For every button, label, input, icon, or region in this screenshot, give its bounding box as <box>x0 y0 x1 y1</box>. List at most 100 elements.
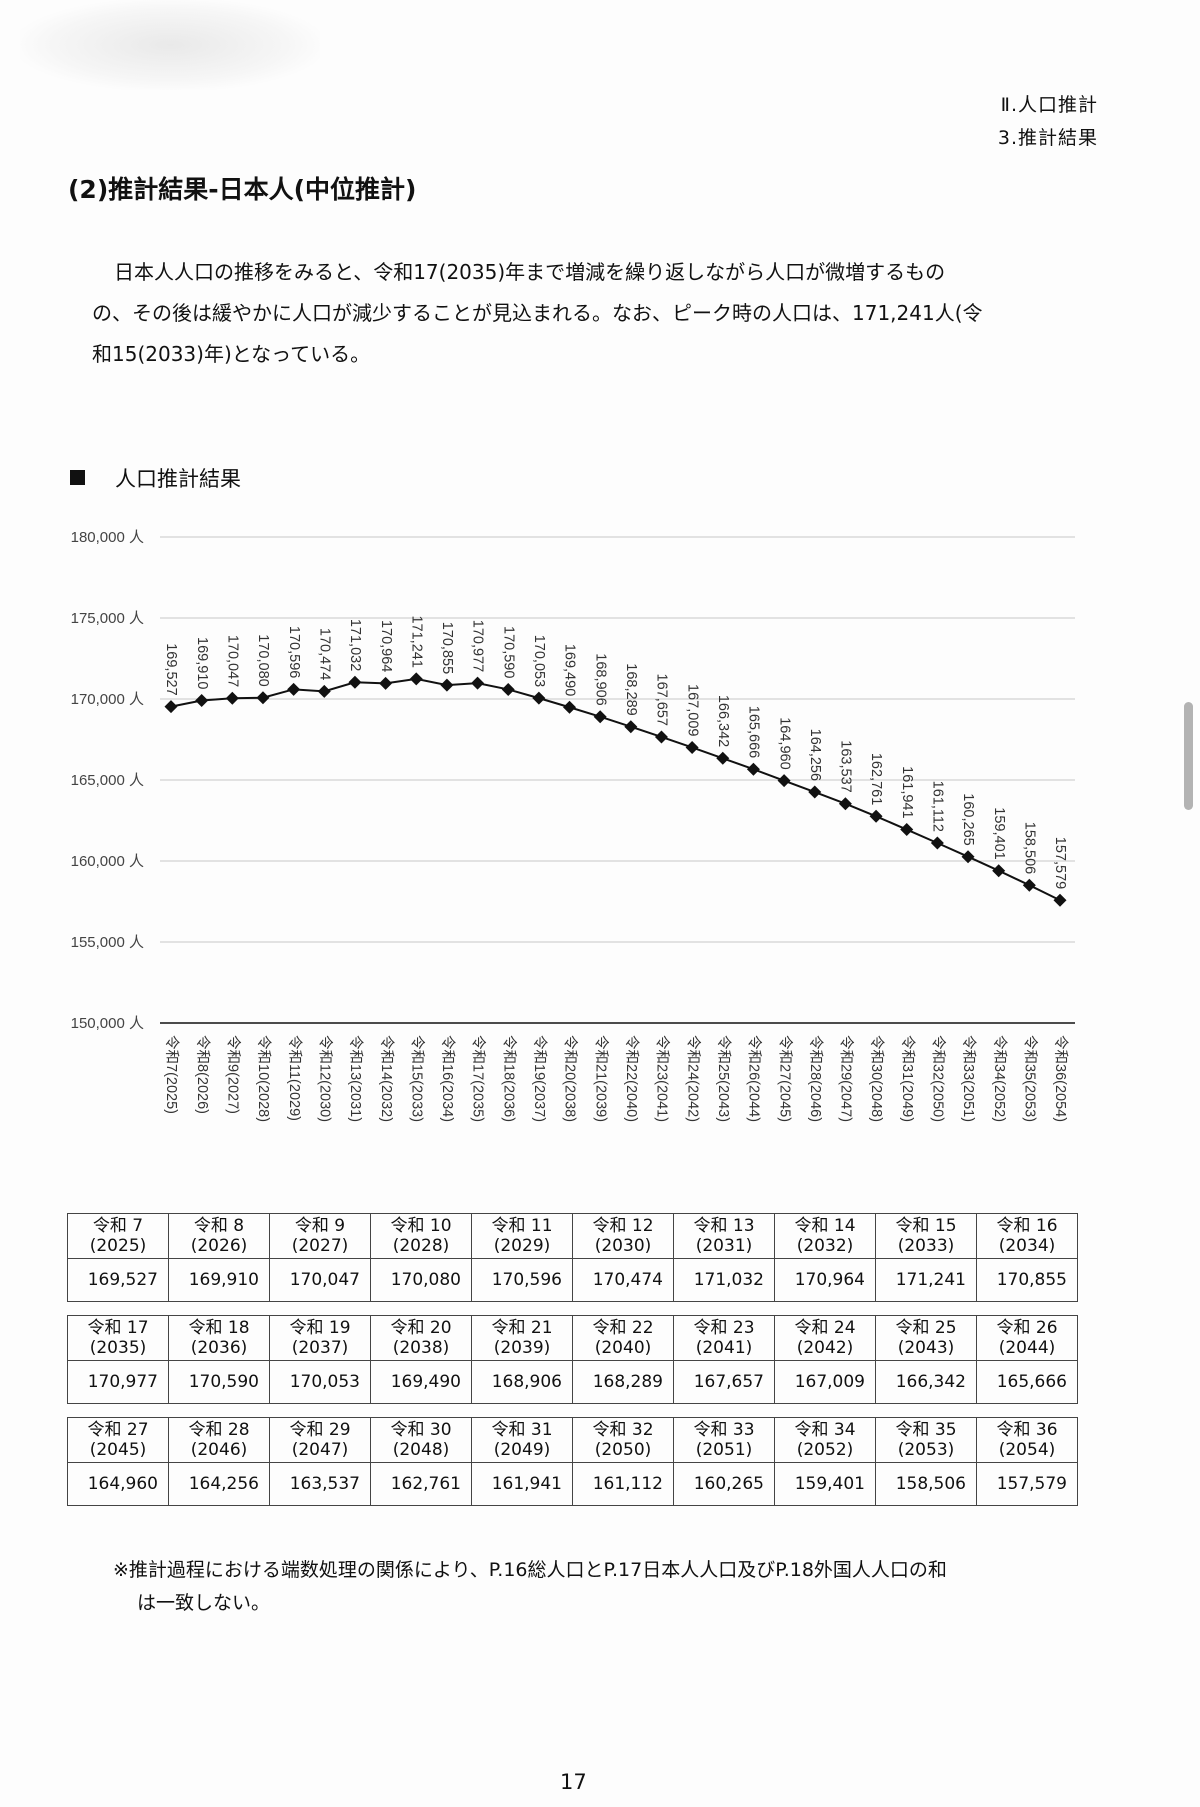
western-year: (2029) <box>493 1236 551 1256</box>
x-tick-label: 令和18(2036) <box>500 1035 517 1122</box>
x-tick-label: 令和20(2038) <box>562 1035 579 1122</box>
year-header-cell: 令和 17 (2035) <box>67 1315 169 1361</box>
reiwa-year: 令和 17 <box>87 1318 149 1338</box>
population-value-cell: 164,960 <box>67 1462 169 1506</box>
western-year: (2035) <box>89 1338 147 1358</box>
year-header-cell: 令和 36 (2054) <box>976 1417 1078 1463</box>
x-tick-label: 令和30(2048) <box>868 1035 885 1122</box>
x-tick-label: 令和12(2030) <box>316 1035 333 1122</box>
population-value-cell: 169,527 <box>67 1258 169 1302</box>
data-label: 169,527 <box>163 643 179 695</box>
population-value-cell: 159,401 <box>774 1462 876 1506</box>
data-point-marker <box>624 720 638 734</box>
data-point-marker <box>317 684 331 698</box>
year-header-cell: 令和 33 (2051) <box>673 1417 775 1463</box>
x-tick-label: 令和28(2046) <box>807 1035 824 1122</box>
data-label: 161,941 <box>899 766 915 818</box>
population-value-cell: 158,506 <box>875 1462 977 1506</box>
year-header-cell: 令和 8 (2026) <box>168 1213 270 1259</box>
reiwa-year: 令和 28 <box>188 1420 250 1440</box>
western-year: (2031) <box>695 1236 753 1256</box>
year-header-cell: 令和 29 (2047) <box>269 1417 371 1463</box>
year-header-cell: 令和 34 (2052) <box>774 1417 876 1463</box>
data-label: 169,910 <box>194 637 210 689</box>
scrollbar-thumb[interactable] <box>1184 702 1193 810</box>
x-tick-label: 令和15(2033) <box>408 1035 425 1122</box>
data-point-marker <box>1053 893 1067 907</box>
reiwa-year: 令和 24 <box>794 1318 856 1338</box>
table-value-row: 170,977 170,590 170,053 169,490 168,906 168,2… <box>67 1360 1078 1404</box>
x-tick-label: 令和9(2027) <box>224 1035 241 1114</box>
western-year: (2041) <box>695 1338 753 1358</box>
western-year: (2027) <box>291 1236 349 1256</box>
western-year: (2054) <box>998 1440 1056 1460</box>
data-label: 170,977 <box>470 620 486 672</box>
western-year: (2038) <box>392 1338 450 1358</box>
data-point-marker <box>930 836 944 850</box>
reiwa-year: 令和 29 <box>289 1420 351 1440</box>
year-header-cell: 令和 21 (2039) <box>471 1315 573 1361</box>
data-point-marker <box>685 740 699 754</box>
population-value-cell: 170,474 <box>572 1258 674 1302</box>
western-year: (2026) <box>190 1236 248 1256</box>
x-tick-label: 令和29(2047) <box>838 1035 855 1122</box>
data-point-marker <box>287 682 301 696</box>
population-value-cell: 168,906 <box>471 1360 573 1404</box>
population-value-cell: 160,265 <box>673 1462 775 1506</box>
population-value-cell: 165,666 <box>976 1360 1078 1404</box>
chart-title-text: 人口推計結果 <box>115 467 241 491</box>
x-tick-label: 令和36(2054) <box>1052 1035 1069 1122</box>
paragraph-line: 日本人人口の推移をみると、令和17(2035)年まで増減を繰り返しながら人口が微… <box>114 260 946 284</box>
data-point-marker <box>808 785 822 799</box>
reiwa-year: 令和 36 <box>996 1420 1058 1440</box>
y-tick-label: 150,000 人 <box>71 1015 144 1032</box>
x-tick-label: 令和24(2042) <box>684 1035 701 1122</box>
population-value-cell: 161,941 <box>471 1462 573 1506</box>
data-point-marker <box>961 850 975 864</box>
data-label: 158,506 <box>1022 822 1038 874</box>
reiwa-year: 令和 32 <box>592 1420 654 1440</box>
western-year: (2042) <box>796 1338 854 1358</box>
year-header-cell: 令和 30 (2048) <box>370 1417 472 1463</box>
data-label: 159,401 <box>991 807 1007 859</box>
year-header-cell: 令和 11 (2029) <box>471 1213 573 1259</box>
western-year: (2051) <box>695 1440 753 1460</box>
data-point-marker <box>563 700 577 714</box>
reiwa-year: 令和 10 <box>390 1216 452 1236</box>
data-point-marker <box>869 809 883 823</box>
scan-smudge <box>20 0 320 90</box>
data-label: 170,080 <box>255 634 271 686</box>
x-tick-label: 令和26(2044) <box>746 1035 763 1122</box>
reiwa-year: 令和 12 <box>592 1216 654 1236</box>
western-year: (2053) <box>897 1440 955 1460</box>
reiwa-year: 令和 15 <box>895 1216 957 1236</box>
table-header-row: 令和 7 (2025) 令和 8 (2026) 令和 9 (2027) 令和 10 (2028… <box>67 1213 1078 1259</box>
x-tick-label: 令和14(2032) <box>378 1035 395 1122</box>
western-year: (2043) <box>897 1338 955 1358</box>
x-tick-label: 令和34(2052) <box>991 1035 1008 1122</box>
series-line <box>170 677 1061 902</box>
population-value-cell: 164,256 <box>168 1462 270 1506</box>
data-label: 170,964 <box>378 620 394 672</box>
population-value-cell: 157,579 <box>976 1462 1078 1506</box>
data-label: 163,537 <box>838 740 854 792</box>
year-header-cell: 令和 10 (2028) <box>370 1213 472 1259</box>
year-header-cell: 令和 31 (2049) <box>471 1417 573 1463</box>
population-value-cell: 170,596 <box>471 1258 573 1302</box>
population-value-cell: 166,342 <box>875 1360 977 1404</box>
reiwa-year: 令和 8 <box>193 1216 245 1236</box>
population-value-cell: 167,009 <box>774 1360 876 1404</box>
x-tick-label: 令和25(2043) <box>715 1035 732 1122</box>
reiwa-year: 令和 31 <box>491 1420 553 1440</box>
data-label: 170,590 <box>500 626 516 678</box>
data-point-marker <box>195 693 209 707</box>
population-value-cell: 170,047 <box>269 1258 371 1302</box>
population-value-cell: 161,112 <box>572 1462 674 1506</box>
western-year: (2050) <box>594 1440 652 1460</box>
data-table-2: 令和 17 (2035) 令和 18 (2036) 令和 19 (2037) 令和 20 (2… <box>67 1315 1078 1404</box>
year-header-cell: 令和 14 (2032) <box>774 1213 876 1259</box>
year-header-cell: 令和 28 (2046) <box>168 1417 270 1463</box>
x-tick-label: 令和10(2028) <box>255 1035 272 1122</box>
section-title: (2)推計結果-日本人(中位推計) <box>68 175 417 204</box>
